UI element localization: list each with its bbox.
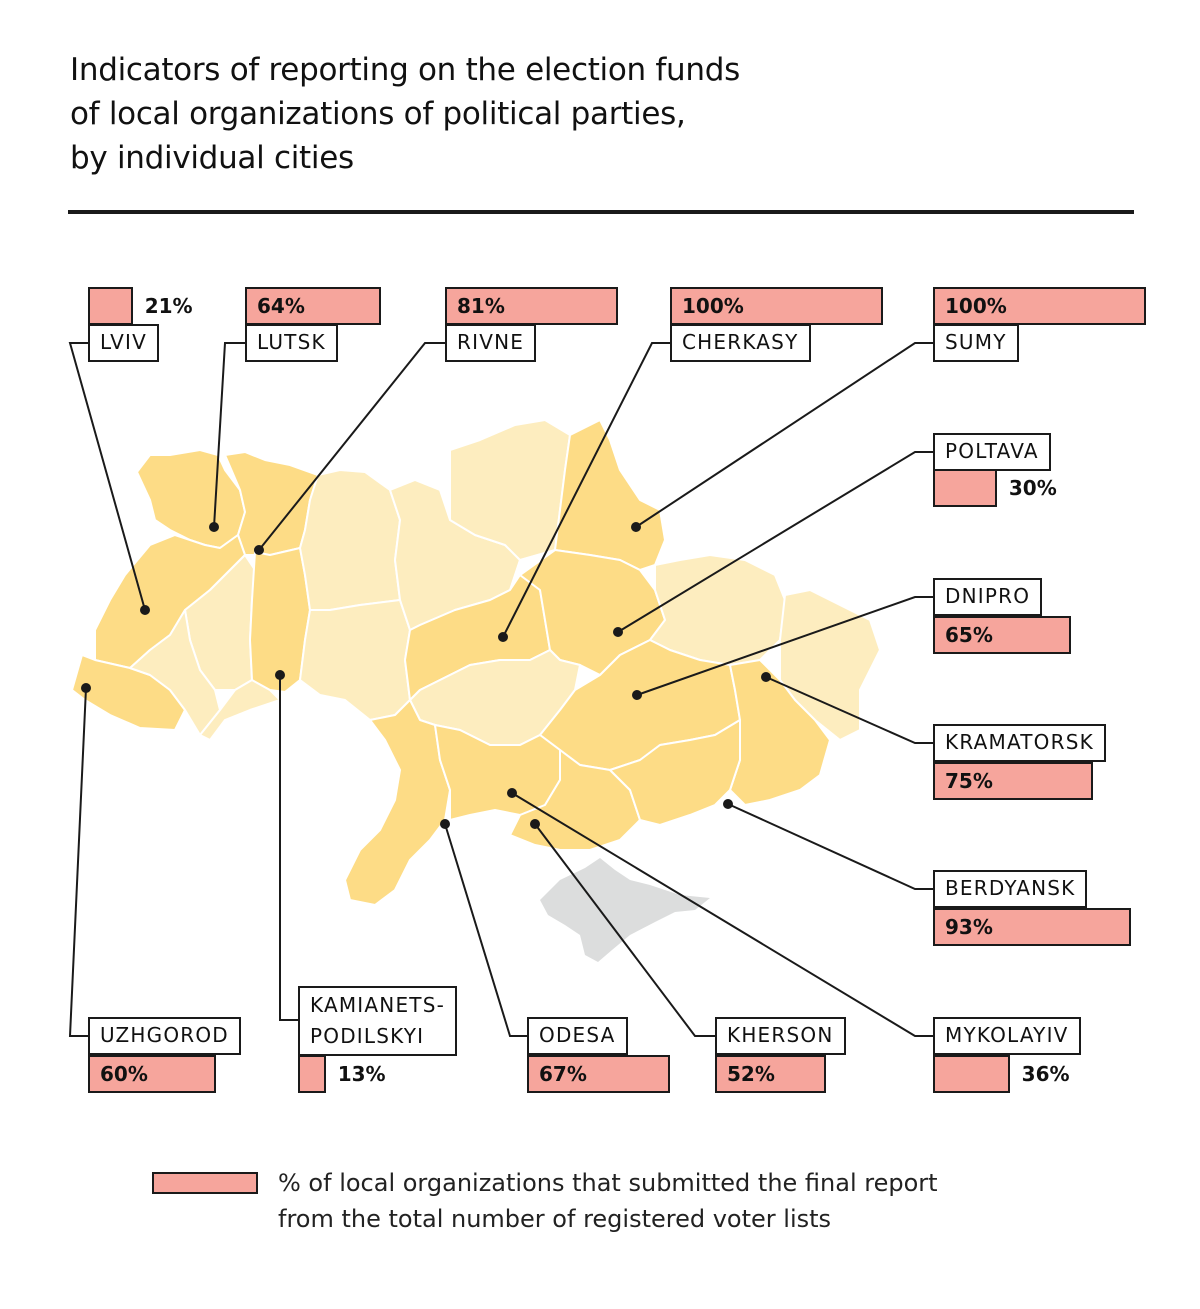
title-line-2: of local organizations of political part… (70, 96, 686, 132)
leader-line-berdyansk (727, 803, 933, 890)
city-marker-lviv (140, 605, 150, 615)
value-label-mykolayiv: 36% (1021, 1062, 1070, 1086)
value-label-cherkasy: 100% (682, 294, 744, 318)
city-label-kramatorsk: KRAMATORSK (933, 724, 1106, 762)
city-label-rivne: RIVNE (445, 324, 537, 362)
region-odesa (344, 699, 451, 906)
city-marker-odesa (440, 819, 450, 829)
value-label-berdyansk: 93% (945, 915, 993, 939)
leader-line-kamianets (279, 675, 298, 1021)
leader-line-kherson (534, 823, 715, 1037)
city-label-line: PODILSKYI (310, 1024, 425, 1048)
city-marker-kramatorsk (761, 672, 771, 682)
value-bar-kamianets (298, 1055, 326, 1093)
region-crimea (540, 858, 710, 962)
value-label-poltava: 30% (1008, 476, 1057, 500)
city-marker-lutsk (209, 522, 219, 532)
legend-swatch (152, 1172, 258, 1194)
leader-line-kramatorsk (765, 676, 933, 744)
value-label-odesa: 67% (539, 1062, 587, 1086)
value-label-uzhgorod: 60% (100, 1062, 148, 1086)
city-marker-kherson (530, 819, 540, 829)
leader-line-dnipro (636, 596, 933, 696)
leader-line-rivne (258, 342, 445, 551)
city-label-berdyansk: BERDYANSK (933, 870, 1088, 908)
city-label-kherson: KHERSON (715, 1017, 846, 1055)
city-marker-cherkasy (498, 632, 508, 642)
value-label-kamianets: 13% (337, 1062, 386, 1086)
region-vinnytsia (299, 599, 411, 721)
city-marker-dnipro (632, 690, 642, 700)
region-sumy (554, 419, 666, 571)
value-bar-odesa (527, 1055, 670, 1093)
legend-text: % of local organizations that submitted … (278, 1165, 938, 1237)
legend-line-1: % of local organizations that submitted … (278, 1169, 938, 1197)
region-zhytomyr (299, 469, 401, 611)
city-marker-berdyansk (723, 799, 733, 809)
value-bar-lviv (88, 287, 133, 325)
value-label-kramatorsk: 75% (945, 769, 993, 793)
region-zakarpattia (71, 654, 186, 731)
value-label-kherson: 52% (727, 1062, 775, 1086)
city-label-line: KAMIANETS- (310, 993, 446, 1017)
value-bar-mykolayiv (933, 1055, 1010, 1093)
leader-line-lutsk (213, 342, 245, 528)
region-ivano-frankivsk (129, 609, 221, 736)
city-label-uzhgorod: UZHGOROD (88, 1017, 241, 1055)
leader-line-lviv (68, 342, 146, 611)
value-label-rivne: 81% (457, 294, 505, 318)
leader-line-mykolayiv (511, 792, 933, 1037)
city-marker-kamianets (275, 670, 285, 680)
city-label-lutsk: LUTSK (245, 324, 338, 362)
title-divider (68, 210, 1134, 214)
city-label-odesa: ODESA (527, 1017, 628, 1055)
city-label-mykolayiv: MYKOLAYIV (933, 1017, 1081, 1055)
leader-line-cherkasy (502, 342, 670, 638)
value-label-lviv: 21% (144, 294, 193, 318)
city-label-dnipro: DNIPRO (933, 578, 1043, 616)
city-marker-sumy (631, 522, 641, 532)
city-marker-rivne (254, 545, 264, 555)
city-marker-mykolayiv (507, 788, 517, 798)
city-marker-uzhgorod (81, 683, 91, 693)
value-bar-berdyansk (933, 908, 1132, 946)
leader-line-sumy (635, 342, 933, 528)
city-label-sumy: SUMY (933, 324, 1019, 362)
title-line-1: Indicators of reporting on the election … (70, 52, 740, 88)
value-bar-poltava (933, 469, 997, 507)
leader-line-uzhgorod (68, 687, 88, 1037)
region-zaporizhzhia (609, 719, 741, 826)
leader-line-odesa (444, 823, 527, 1037)
value-bar-rivne (445, 287, 618, 325)
region-chernivtsi (199, 679, 281, 741)
leader-line-poltava (617, 451, 933, 633)
city-label-cherkasy: CHERKASY (670, 324, 811, 362)
title-line-3: by individual cities (70, 140, 354, 176)
city-marker-poltava (613, 627, 623, 637)
chart-title: Indicators of reporting on the election … (70, 48, 970, 180)
value-bar-kramatorsk (933, 762, 1093, 800)
city-label-kamianets: KAMIANETS- PODILSKYI (298, 986, 458, 1056)
value-label-dnipro: 65% (945, 623, 993, 647)
value-label-sumy: 100% (945, 294, 1007, 318)
value-bar-sumy (933, 287, 1146, 325)
value-label-lutsk: 64% (257, 294, 305, 318)
value-bar-kherson (715, 1055, 826, 1093)
value-bar-uzhgorod (88, 1055, 216, 1093)
city-label-poltava: POLTAVA (933, 433, 1051, 471)
legend-line-2: from the total number of registered vote… (278, 1205, 832, 1233)
city-label-lviv: LVIV (88, 324, 160, 362)
value-bar-dnipro (933, 616, 1072, 654)
